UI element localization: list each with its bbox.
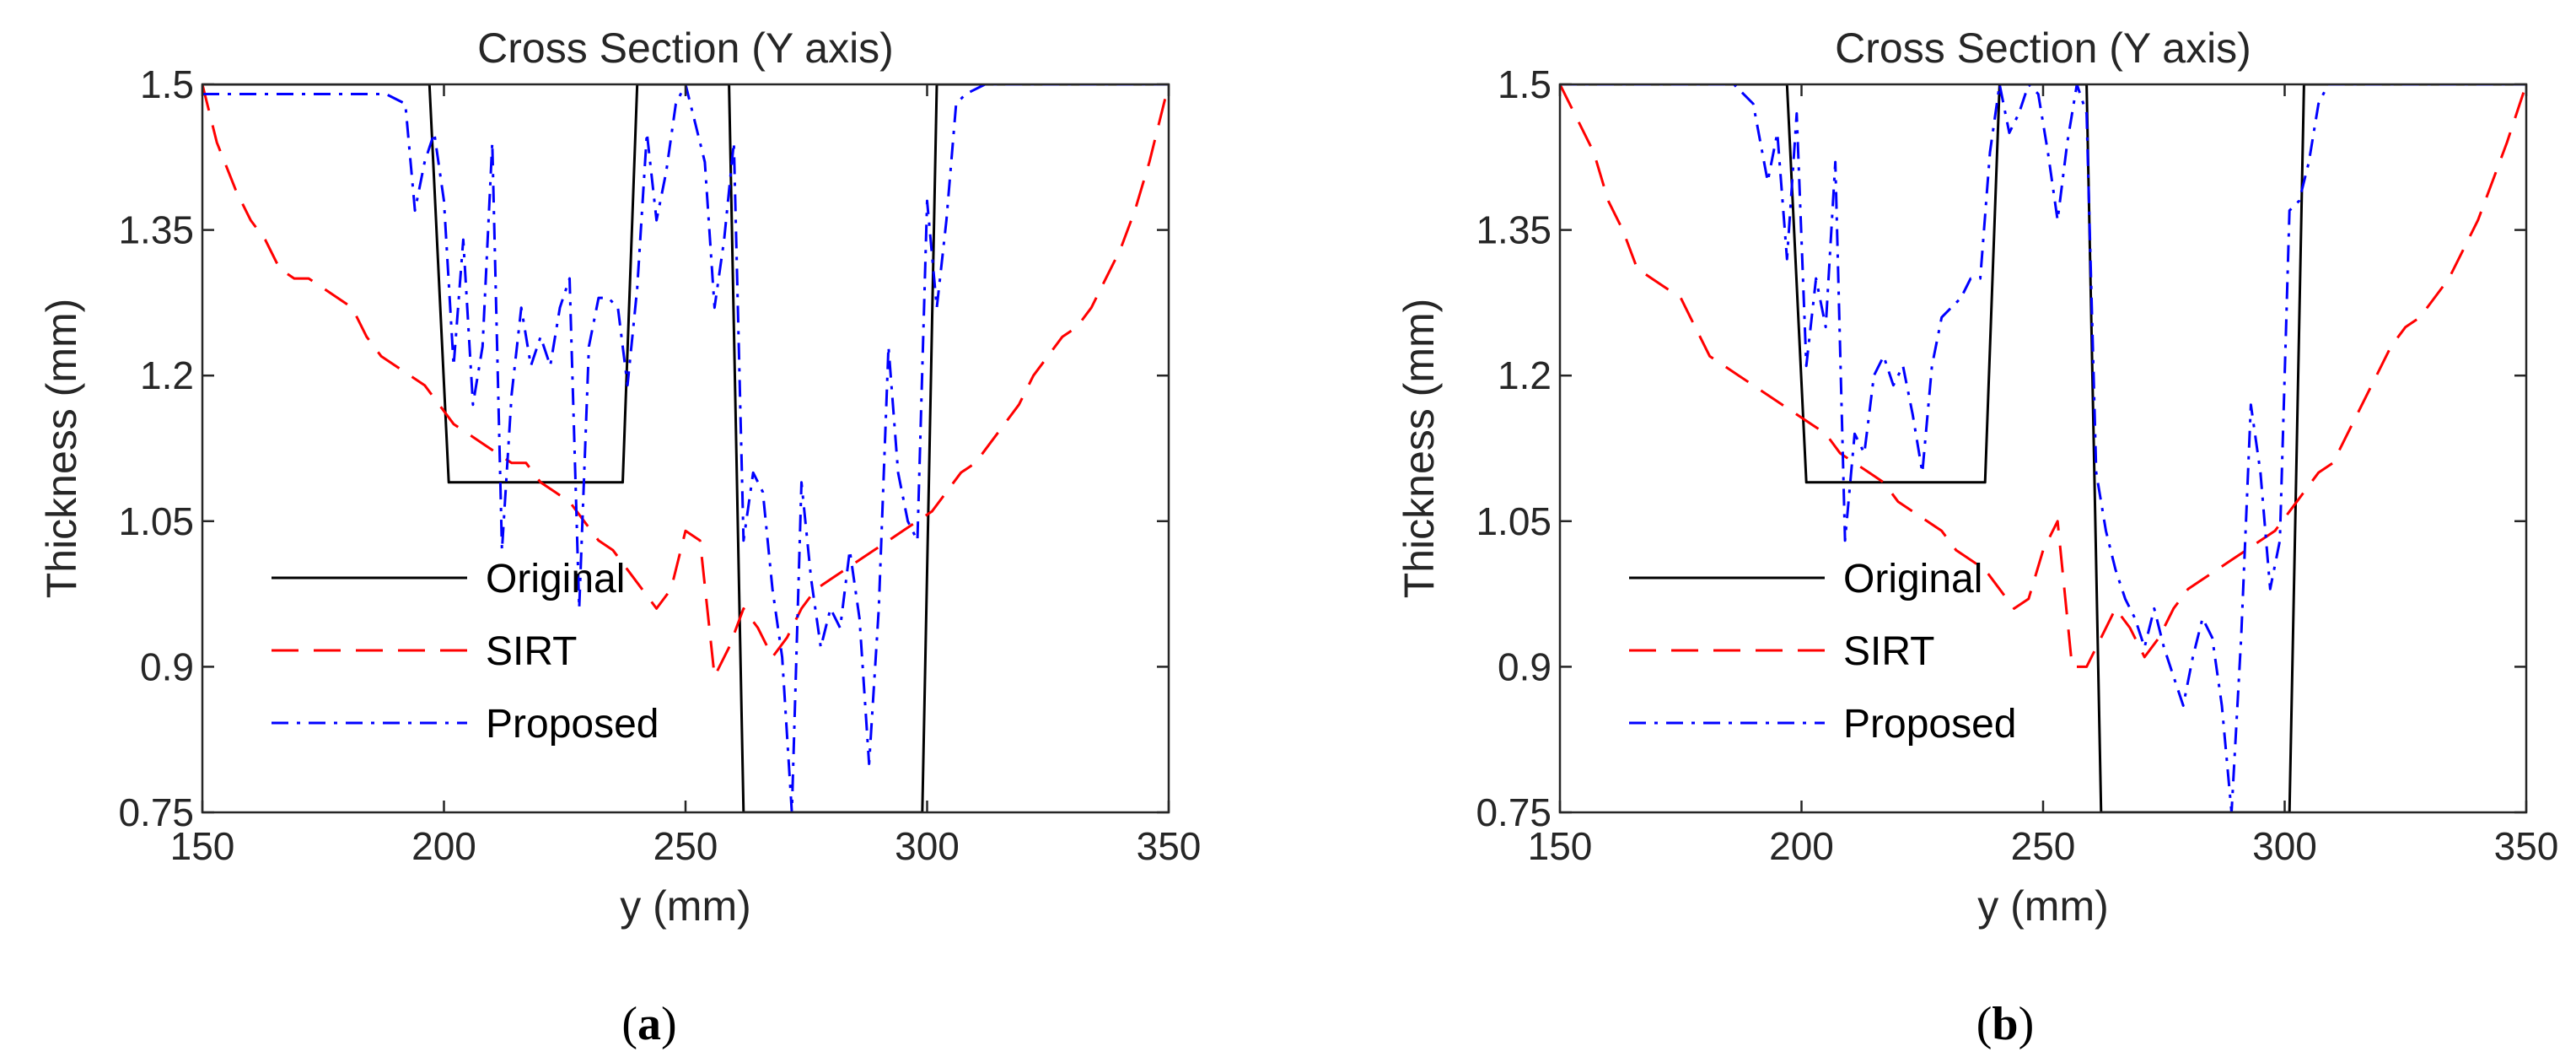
- y-tick-label: 1.2: [140, 353, 194, 397]
- caption-open-paren: (: [1976, 998, 1993, 1050]
- series-group: [1560, 84, 2526, 812]
- y-tick-label: 1.35: [118, 208, 194, 252]
- y-tick-label: 1.2: [1498, 353, 1552, 397]
- legend-label-proposed: Proposed: [1843, 702, 2016, 747]
- legend: Original SIRT Proposed: [1629, 557, 2016, 747]
- y-tick-label: 1.35: [1476, 208, 1552, 252]
- x-tick-label: 350: [2494, 824, 2559, 868]
- plot-area: [202, 84, 1169, 812]
- x-tick-label: 250: [2011, 824, 2076, 868]
- y-tick-label: 0.9: [140, 644, 194, 688]
- panel-caption: (a): [621, 998, 676, 1050]
- caption-letter: a: [637, 998, 661, 1050]
- plot-area: [1560, 84, 2526, 812]
- x-tick-label: 250: [653, 824, 718, 868]
- chart-title: Cross Section (Y axis): [1835, 24, 2251, 72]
- x-tick-label: 300: [2252, 824, 2317, 868]
- legend: Original SIRT Proposed: [272, 557, 659, 747]
- y-tick-label: 0.75: [1476, 790, 1552, 834]
- y-tick-label: 1.5: [140, 62, 194, 106]
- x-tick-label: 350: [1137, 824, 1202, 868]
- legend-label-original: Original: [1843, 557, 1982, 601]
- y-tick-label: 0.75: [118, 790, 194, 834]
- x-axis-label: y (mm): [620, 882, 751, 930]
- y-tick-label: 0.9: [1498, 644, 1552, 688]
- caption-close-paren: ): [2019, 998, 2035, 1050]
- series-line-proposed: [1560, 84, 2526, 812]
- x-tick-label: 150: [170, 824, 235, 868]
- series-group: [202, 84, 1169, 812]
- legend-label-sirt: SIRT: [486, 629, 577, 674]
- chart-title: Cross Section (Y axis): [477, 24, 894, 72]
- x-tick-label: 200: [411, 824, 476, 868]
- x-axis-label: y (mm): [1977, 882, 2109, 930]
- caption-letter: b: [1992, 998, 2018, 1050]
- series-line-original: [202, 84, 1169, 812]
- caption-open-paren: (: [621, 998, 637, 1050]
- x-tick-label: 300: [895, 824, 960, 868]
- legend-label-proposed: Proposed: [486, 702, 659, 747]
- y-tick-label: 1.05: [1476, 499, 1552, 543]
- caption-close-paren: ): [661, 998, 677, 1050]
- series-line-sirt: [1560, 84, 2526, 668]
- chart-panel-b: 150 200 250 300 350 0.75 0.9 1.05 1.2 1.35 1.5 Cros…: [1396, 24, 2558, 1050]
- series-line-original: [1560, 84, 2526, 812]
- y-tick-label: 1.5: [1498, 62, 1552, 106]
- y-axis-label: Thickness (mm): [1396, 299, 1443, 599]
- legend-label-original: Original: [486, 557, 625, 601]
- legend-label-sirt: SIRT: [1843, 629, 1934, 674]
- x-tick-label: 150: [1528, 824, 1593, 868]
- series-line-sirt: [202, 84, 1169, 678]
- x-tick-label: 200: [1769, 824, 1834, 868]
- y-tick-label: 1.05: [118, 499, 194, 543]
- chart-panel-a: 150 200 250 300 350 0.75 0.9 1.05 1.2 1.35 1.5 Cros…: [38, 24, 1201, 1050]
- y-axis-label: Thickness (mm): [38, 299, 85, 599]
- panel-caption: (b): [1976, 998, 2034, 1050]
